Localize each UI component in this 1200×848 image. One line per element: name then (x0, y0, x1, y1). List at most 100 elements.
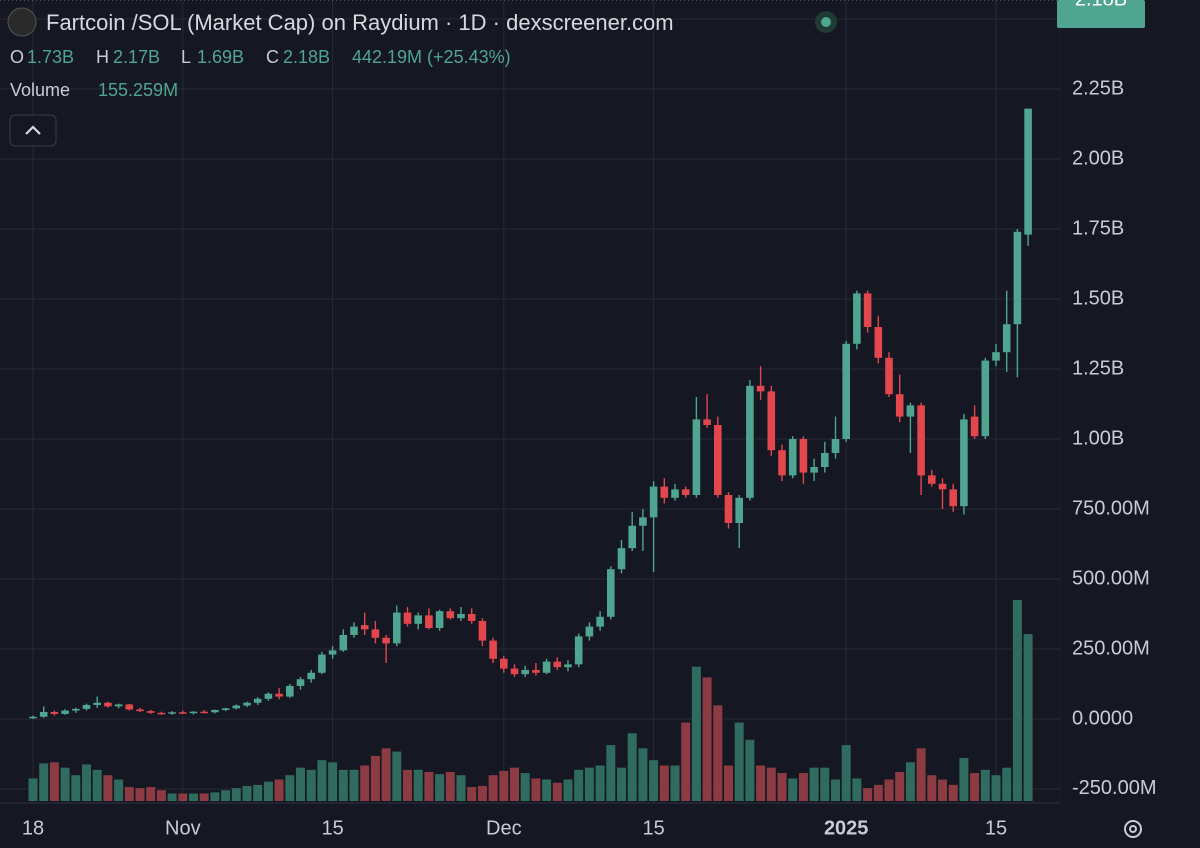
volume-bar (263, 781, 273, 801)
candle-body (1002, 324, 1011, 353)
candle-body (767, 391, 776, 451)
volume-bar (114, 779, 124, 801)
candle-layer (0, 0, 1060, 719)
volume-bar (820, 767, 830, 801)
candle-body (350, 626, 358, 635)
volume-bar (39, 763, 49, 801)
volume-bar (199, 793, 209, 801)
volume-bar (916, 748, 926, 801)
candle-body (970, 416, 979, 437)
volume-bar (274, 779, 284, 801)
token-logo (7, 7, 37, 37)
volume-bar (349, 769, 359, 801)
volume-bar (681, 722, 691, 801)
volume-bar (156, 790, 166, 801)
candle-body (39, 711, 48, 717)
volume-bar (221, 790, 231, 801)
candle-body (585, 626, 594, 637)
collapse-button[interactable] (9, 114, 57, 147)
candle-body (1013, 231, 1022, 325)
volume-bar (403, 769, 412, 801)
candle-body (318, 654, 326, 673)
volume-bar (627, 733, 637, 801)
volume-bar (499, 770, 509, 801)
candle-body (253, 698, 262, 703)
volume-bar (948, 784, 958, 801)
grid-layer (0, 0, 1060, 803)
candle-body (660, 486, 669, 498)
candle-body (114, 704, 123, 707)
candle-body (286, 685, 294, 697)
volume-bar (756, 765, 766, 801)
volume-bar (424, 771, 434, 801)
candle-body (799, 438, 808, 473)
candle-body (189, 711, 198, 714)
candle-body (649, 486, 658, 518)
volume-bar (360, 765, 370, 801)
volume-bar (595, 765, 605, 801)
x-tick-label: Nov (165, 817, 201, 839)
volume-bar (435, 774, 445, 801)
volume-bar (328, 762, 338, 801)
volume-bar (606, 745, 616, 801)
volume-bar (927, 775, 937, 801)
volume-bar (905, 762, 915, 801)
axis-layer: -250.00M 0.0000 250.00M 500.00M 750.00M 1.00B… (22, 0, 1157, 839)
y-tick-label: 1.00B (1072, 427, 1124, 449)
candle-body (928, 475, 936, 484)
candle-body (596, 616, 604, 627)
volume-bar (306, 769, 316, 801)
volume-bar (477, 785, 487, 801)
candle-body (692, 419, 701, 495)
candle-body (489, 640, 497, 659)
settings-icon[interactable] (1124, 820, 1142, 838)
legend-key: O (10, 47, 24, 67)
volume-bar (167, 793, 177, 801)
candle-body (93, 702, 101, 705)
candle-body (393, 612, 401, 644)
volume-bar (370, 755, 380, 801)
last-price-tag (1057, 0, 1145, 28)
candle-body (885, 357, 893, 395)
volume-bar (766, 767, 776, 801)
volume-bar (638, 748, 648, 801)
settings-button[interactable] (1124, 820, 1142, 838)
volume-bar (231, 788, 241, 801)
candle-body (831, 438, 840, 453)
volume-layer (28, 600, 1033, 801)
candle-body (617, 548, 626, 570)
legend-change: 442.19M (+25.43%) (352, 47, 511, 67)
x-tick-label: 18 (22, 817, 44, 839)
candle-body (703, 419, 711, 425)
candle-body (564, 664, 572, 668)
volume-bar (713, 705, 723, 801)
volume-bar (691, 666, 701, 801)
volume-bar (124, 787, 134, 801)
candle-body (639, 517, 647, 526)
volume-bar (542, 779, 552, 801)
volume-bar (296, 767, 305, 801)
candle-body (992, 352, 1000, 361)
volume-bar (242, 785, 252, 801)
volume-bar (809, 767, 819, 801)
y-tick-label: 2.00B (1072, 147, 1124, 169)
legend-value: 2.17B (113, 47, 160, 67)
candle-body (146, 711, 155, 713)
volume-bar (552, 782, 562, 801)
candle-body (553, 661, 562, 668)
volume-bar (841, 745, 851, 801)
volume-bar (467, 787, 477, 801)
volume-bar (392, 751, 402, 801)
volume-bar (189, 793, 198, 801)
candle-body (735, 497, 743, 523)
candle-body (339, 634, 348, 651)
x-tick-label: 2025 (824, 817, 869, 839)
candle-body (778, 450, 786, 476)
candle-body (574, 636, 583, 665)
candle-body (510, 668, 519, 675)
volume-bar (649, 760, 659, 801)
collapse-button-frame[interactable] (9, 114, 57, 147)
status-dot (821, 17, 831, 27)
